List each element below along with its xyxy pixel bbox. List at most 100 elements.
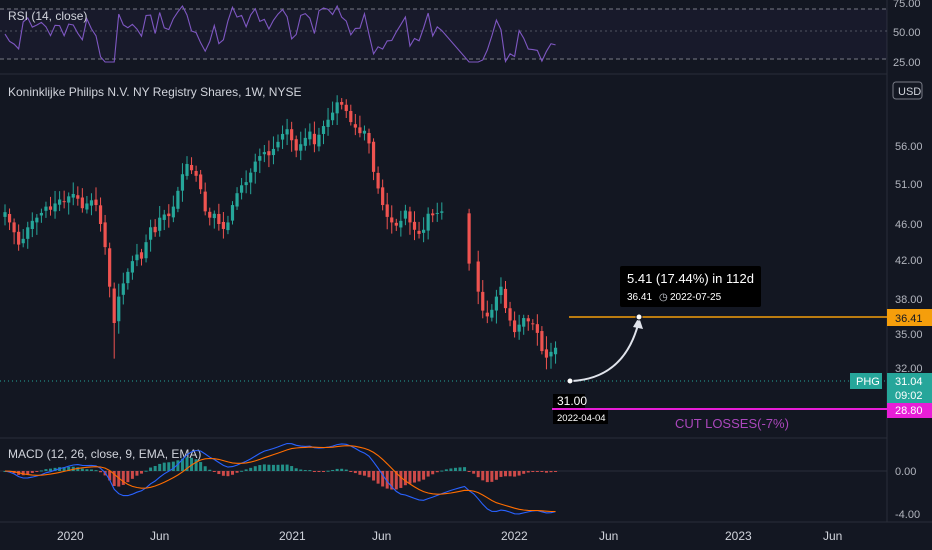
signal-line [4,445,556,513]
candle-body [390,217,394,223]
candle-body [3,212,7,217]
candle-body [303,137,307,146]
candle-body [180,174,185,191]
macd-label[interactable]: MACD (12, 26, close, 9, EMA, EMA) [8,447,201,461]
candle-body [294,139,298,151]
candle-body [353,124,357,128]
candle-body [71,193,75,198]
candle-body [208,211,212,218]
rsi-tick-75: 75.00 [893,0,921,10]
candle-body [199,174,203,190]
candle-body [35,217,39,223]
symbol-title[interactable]: Koninklijke Philips N.V. NY Registry Sha… [8,85,301,99]
rsi-label[interactable]: RSI (14, close) [8,9,87,23]
candle-body [149,227,153,240]
macd-histogram-bar [281,464,285,471]
macd-histogram-bar [399,471,403,488]
macd-histogram-bar [467,471,471,472]
candle-body [117,296,121,322]
candle-body [326,119,330,127]
price-tick: 32.00 [895,363,923,375]
candle-body [62,201,66,203]
candle-body [476,261,480,292]
candle-body [526,318,530,322]
candle-body [367,132,371,144]
macd-histogram-bar [294,468,298,471]
candle-body [171,206,175,218]
macd-histogram-bar [253,466,257,471]
stop-price-label: 28.80 [895,405,923,417]
macd-histogram-bar [303,470,307,472]
candle-body [535,324,539,333]
candle-body [553,347,558,355]
macd-histogram-bar [149,467,153,471]
macd-histogram-bar [244,469,248,471]
macd-histogram-bar [431,471,435,475]
time-axis[interactable]: 2020 Jun 2021 Jun 2022 Jun 2023 Jun [57,529,842,543]
candle-body [85,203,89,210]
macd-histogram-bar [317,471,321,472]
currency-label: USD [898,86,921,98]
macd-histogram-bar [422,471,426,480]
candle-body [253,161,257,172]
time-tick: 2021 [279,529,306,543]
candle-body [121,283,125,295]
target-price-label: 36.41 [895,313,923,325]
candle-body [44,206,48,211]
measure-change: 5.41 (17.44%) in 112d [627,271,754,286]
entry-price-box [553,394,585,408]
candle-body [189,165,194,171]
candle-body [226,222,230,231]
macd-histogram-bar [381,471,385,487]
candle-body [80,197,84,209]
macd-histogram-bar [326,470,330,472]
macd-histogram-bar [180,458,184,471]
macd-pane: MACD (12, 26, close, 9, EMA, EMA) 0.00 -… [0,442,920,521]
candle-body [262,152,266,155]
candle-body [108,248,112,287]
macd-histogram-bar [367,471,371,478]
candle-body [290,129,294,141]
candle-body [12,222,16,233]
macd-histogram-bar [458,467,462,471]
stop-annotation[interactable]: CUT LOSSES(-7%) [675,416,789,431]
macd-histogram-bar [21,471,25,476]
price-tick: 42.00 [895,255,923,267]
macd-histogram-bar [335,468,339,471]
candle-body [17,231,21,245]
macd-histogram-bar [262,464,266,471]
anchor-point-start[interactable] [566,377,574,385]
macd-histogram-bar [549,471,553,473]
macd-histogram-bar [299,469,303,471]
candle-body [317,134,321,147]
macd-histogram-bar [540,471,544,472]
candle-body [308,131,312,140]
candle-body [312,133,316,145]
currency-badge[interactable] [892,81,923,100]
candle-body [212,213,216,219]
time-tick: 2020 [57,529,84,543]
macd-histogram-bar [199,462,203,471]
candle-body [385,204,389,217]
macd-histogram-bar [385,471,389,489]
candle-body [221,221,225,229]
projection-arrow[interactable] [571,320,640,382]
candle-body [48,206,53,210]
candle-body [130,261,134,273]
candle-body [517,324,521,332]
candle-body [531,323,535,325]
macd-histogram-bar [267,464,271,471]
macd-histogram-bar [554,471,558,472]
anchor-point-end[interactable] [635,313,643,321]
candle-body [344,104,348,112]
macd-histogram-bar [508,471,512,477]
macd-histogram-bar [89,469,93,471]
macd-histogram-bar [144,470,148,472]
macd-histogram-bar [463,467,467,471]
macd-histogram-bar [26,471,30,475]
macd-histogram [3,457,558,490]
candle-body [244,182,248,186]
candle-body [490,309,494,318]
